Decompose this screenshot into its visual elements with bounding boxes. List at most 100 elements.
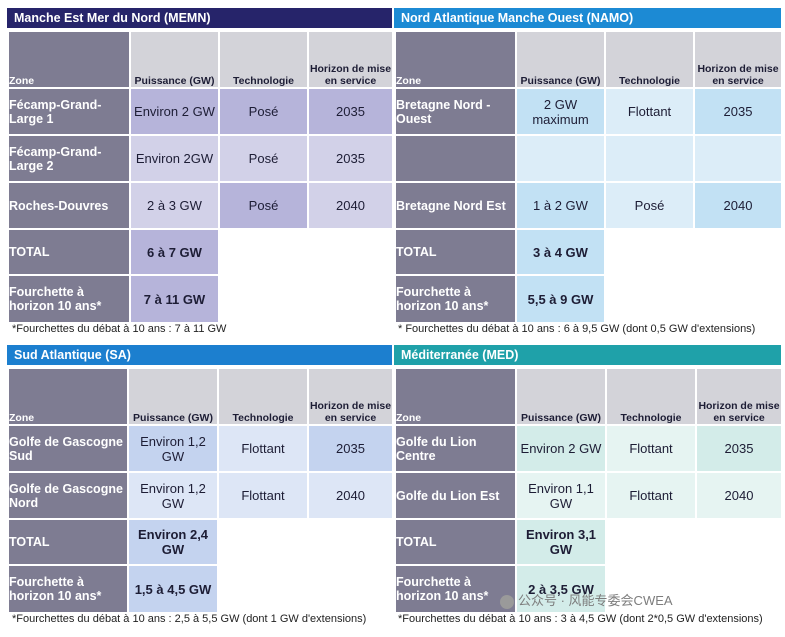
total-value: 3 à 4 GW <box>515 228 606 276</box>
horizon-cell: 2035 <box>693 87 783 136</box>
sa-table: Zone Puissance (GW) Technologie Horizon … <box>7 367 394 614</box>
zone-cell: Golfe du Lion Centre <box>394 424 517 473</box>
tech-cell: Flottant <box>217 471 309 520</box>
table-row: Bretagne Nord - Ouest 2 GW maximum Flott… <box>394 87 783 136</box>
header-horizon: Horizon de mise en service <box>693 30 783 89</box>
range-value: 1,5 à 4,5 GW <box>127 564 219 614</box>
table-row <box>394 134 783 183</box>
range-value: 5,5 à 9 GW <box>515 274 606 324</box>
power-cell: Environ 1,2 GW <box>127 471 219 520</box>
zone-cell: Bretagne Nord Est <box>394 181 517 230</box>
table-row: Fécamp-Grand-Large 2 Environ 2GW Posé 20… <box>7 134 394 183</box>
header-horizon: Horizon de mise en service <box>695 367 783 426</box>
header-puissance: Puissance (GW) <box>515 30 606 89</box>
range-label: Fourchette à horizon 10 ans* <box>394 564 517 614</box>
total-value: Environ 2,4 GW <box>127 518 219 566</box>
namo-table: Zone Puissance (GW) Technologie Horizon … <box>394 30 783 324</box>
power-cell: Environ 2 GW <box>129 87 220 136</box>
tech-cell: Posé <box>218 134 309 183</box>
zone-cell: Roches-Douvres <box>7 181 131 230</box>
tech-cell: Posé <box>604 181 695 230</box>
total-label: TOTAL <box>394 518 517 566</box>
table-row: Golfe du Lion Centre Environ 2 GW Flotta… <box>394 424 783 473</box>
memn-panel: Manche Est Mer du Nord (MEMN) Zone Puiss… <box>7 8 394 324</box>
horizon-cell: 2040 <box>695 471 783 520</box>
zone-cell: Fécamp-Grand-Large 1 <box>7 87 131 136</box>
total-label: TOTAL <box>7 518 129 566</box>
sa-panel: Sud Atlantique (SA) Zone Puissance (GW) … <box>7 345 394 614</box>
med-title: Méditerranée (MED) <box>394 345 781 365</box>
tech-cell: Flottant <box>605 424 697 473</box>
power-cell: 2 à 3 GW <box>129 181 220 230</box>
power-cell: 1 à 2 GW <box>515 181 606 230</box>
horizon-cell: 2040 <box>693 181 783 230</box>
power-cell: Environ 1,2 GW <box>127 424 219 473</box>
header-puissance: Puissance (GW) <box>129 30 220 89</box>
tech-cell: Flottant <box>604 87 695 136</box>
power-cell: Environ 2 GW <box>515 424 607 473</box>
zone-cell <box>394 134 517 183</box>
table-row: Roches-Douvres 2 à 3 GW Posé 2040 <box>7 181 394 230</box>
horizon-cell: 2040 <box>307 181 394 230</box>
table-row: Golfe de Gascogne Sud Environ 1,2 GW Flo… <box>7 424 394 473</box>
namo-panel: Nord Atlantique Manche Ouest (NAMO) Zone… <box>394 8 783 324</box>
total-row: TOTAL 3 à 4 GW <box>394 228 783 276</box>
tech-cell: Posé <box>218 181 309 230</box>
total-value: Environ 3,1 GW <box>515 518 607 566</box>
total-label: TOTAL <box>7 228 131 276</box>
header-horizon: Horizon de mise en service <box>307 30 394 89</box>
tech-cell <box>604 134 695 183</box>
total-row: TOTAL Environ 3,1 GW <box>394 518 783 566</box>
header-technologie: Technologie <box>605 367 697 426</box>
range-row: Fourchette à horizon 10 ans* 2 à 3,5 GW <box>394 564 783 614</box>
header-zone: Zone <box>7 367 129 426</box>
total-value: 6 à 7 GW <box>129 228 220 276</box>
header-technologie: Technologie <box>217 367 309 426</box>
range-label: Fourchette à horizon 10 ans* <box>7 274 131 324</box>
zone-cell: Bretagne Nord - Ouest <box>394 87 517 136</box>
power-cell: Environ 1,1 GW <box>515 471 607 520</box>
range-row: Fourchette à horizon 10 ans* 5,5 à 9 GW <box>394 274 783 324</box>
range-value: 2 à 3,5 GW <box>515 564 607 614</box>
tech-cell: Posé <box>218 87 309 136</box>
memn-note: *Fourchettes du débat à 10 ans : 7 à 11 … <box>12 323 227 335</box>
header-horizon: Horizon de mise en service <box>307 367 394 426</box>
zone-cell: Golfe du Lion Est <box>394 471 517 520</box>
sa-title: Sud Atlantique (SA) <box>7 345 392 365</box>
med-panel: Méditerranée (MED) Zone Puissance (GW) T… <box>394 345 783 614</box>
header-puissance: Puissance (GW) <box>515 367 607 426</box>
range-row: Fourchette à horizon 10 ans* 7 à 11 GW <box>7 274 394 324</box>
range-row: Fourchette à horizon 10 ans* 1,5 à 4,5 G… <box>7 564 394 614</box>
horizon-cell: 2035 <box>695 424 783 473</box>
table-row: Bretagne Nord Est 1 à 2 GW Posé 2040 <box>394 181 783 230</box>
tech-cell: Flottant <box>217 424 309 473</box>
memn-title: Manche Est Mer du Nord (MEMN) <box>7 8 392 28</box>
namo-title: Nord Atlantique Manche Ouest (NAMO) <box>394 8 781 28</box>
range-value: 7 à 11 GW <box>129 274 220 324</box>
header-technologie: Technologie <box>218 30 309 89</box>
med-table: Zone Puissance (GW) Technologie Horizon … <box>394 367 783 614</box>
med-note: *Fourchettes du débat à 10 ans : 3 à 4,5… <box>398 613 763 625</box>
zone-cell: Golfe de Gascogne Nord <box>7 471 129 520</box>
range-label: Fourchette à horizon 10 ans* <box>7 564 129 614</box>
power-cell <box>515 134 606 183</box>
range-label: Fourchette à horizon 10 ans* <box>394 274 517 324</box>
sa-note: *Fourchettes du débat à 10 ans : 2,5 à 5… <box>12 613 367 625</box>
table-row: Golfe de Gascogne Nord Environ 1,2 GW Fl… <box>7 471 394 520</box>
zone-cell: Golfe de Gascogne Sud <box>7 424 129 473</box>
power-cell: Environ 2GW <box>129 134 220 183</box>
namo-note: * Fourchettes du débat à 10 ans : 6 à 9,… <box>398 323 756 335</box>
horizon-cell: 2035 <box>307 87 394 136</box>
header-puissance: Puissance (GW) <box>127 367 219 426</box>
memn-table: Zone Puissance (GW) Technologie Horizon … <box>7 30 394 324</box>
header-zone: Zone <box>7 30 131 89</box>
horizon-cell: 2040 <box>307 471 394 520</box>
header-zone: Zone <box>394 367 517 426</box>
wechat-icon <box>500 594 514 609</box>
total-label: TOTAL <box>394 228 517 276</box>
table-row: Golfe du Lion Est Environ 1,1 GW Flottan… <box>394 471 783 520</box>
horizon-cell: 2035 <box>307 134 394 183</box>
horizon-cell <box>693 134 783 183</box>
power-cell: 2 GW maximum <box>515 87 606 136</box>
total-row: TOTAL Environ 2,4 GW <box>7 518 394 566</box>
